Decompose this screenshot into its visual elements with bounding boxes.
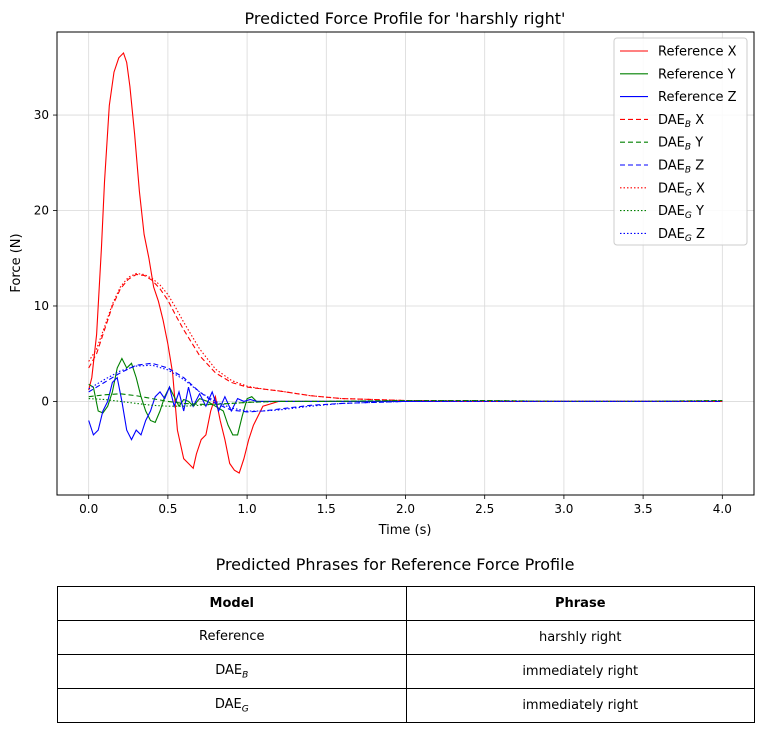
series-line xyxy=(88,362,723,413)
legend-label: Reference Y xyxy=(658,67,736,82)
x-tick-label: 2.0 xyxy=(396,502,415,516)
series-line xyxy=(88,398,723,407)
table-header-row: Model Phrase xyxy=(57,586,755,621)
force-profile-chart: Predicted Force Profile for 'harshly rig… xyxy=(9,9,755,538)
x-tick-label: 0.5 xyxy=(158,502,177,516)
chart-title: Predicted Force Profile for 'harshly rig… xyxy=(245,9,566,28)
y-tick-label: 10 xyxy=(34,299,49,313)
legend-label: DAEB X xyxy=(658,113,704,130)
phrase-cell: immediately right xyxy=(405,654,755,689)
legend-label: Reference X xyxy=(658,45,737,60)
y-tick-label: 30 xyxy=(34,108,49,122)
model-name: Reference xyxy=(199,628,265,644)
series-line xyxy=(88,272,723,402)
model-cell: Reference xyxy=(57,620,407,655)
phrase-cell: immediately right xyxy=(405,688,755,723)
table-row: DAEG immediately right xyxy=(57,688,755,723)
legend: Reference X Reference Y Reference Z DAEB X D… xyxy=(613,37,748,246)
legend-box xyxy=(613,37,748,246)
x-tick-label: 3.5 xyxy=(634,502,653,516)
axis-ticks: 0.0 0.5 1.0 1.5 2.0 2.5 3.0 3.5 4.0 0 10 20 30 xyxy=(34,108,732,516)
legend-label: Reference Z xyxy=(658,90,737,105)
x-axis-label: Time (s) xyxy=(378,523,432,538)
x-tick-label: 0.0 xyxy=(79,502,98,516)
x-tick-label: 3.0 xyxy=(554,502,573,516)
series-lines xyxy=(88,51,723,474)
x-tick-label: 1.0 xyxy=(238,502,257,516)
legend-label: DAEB Z xyxy=(658,159,704,176)
model-cell: DAEG xyxy=(57,688,407,723)
y-tick-label: 20 xyxy=(34,204,49,218)
header-phrase: Phrase xyxy=(405,586,755,621)
model-name: DAE xyxy=(214,696,242,712)
header-model: Model xyxy=(57,586,407,621)
table-row: DAEB immediately right xyxy=(57,654,755,689)
y-tick-label: 0 xyxy=(41,394,49,408)
model-subscript: B xyxy=(242,670,249,681)
phrase-cell: harshly right xyxy=(405,620,755,655)
model-subscript: G xyxy=(241,704,249,715)
table-row: Reference harshly right xyxy=(57,620,755,655)
x-tick-label: 4.0 xyxy=(713,502,732,516)
series-line xyxy=(88,51,723,474)
legend-label: DAEB Y xyxy=(658,136,703,153)
legend-label: DAEG Z xyxy=(658,227,705,244)
model-cell: DAEB xyxy=(57,654,407,689)
x-tick-label: 2.5 xyxy=(475,502,494,516)
y-axis-label: Force (N) xyxy=(9,233,24,292)
series-line xyxy=(88,364,723,412)
model-name: DAE xyxy=(215,662,243,678)
x-tick-label: 1.5 xyxy=(317,502,336,516)
legend-label: DAEG X xyxy=(658,181,705,198)
phrase-table: Model Phrase Reference harshly right DAE… xyxy=(57,586,755,723)
table-title: Predicted Phrases for Reference Force Pr… xyxy=(215,555,575,574)
legend-label: DAEG Y xyxy=(658,204,704,221)
